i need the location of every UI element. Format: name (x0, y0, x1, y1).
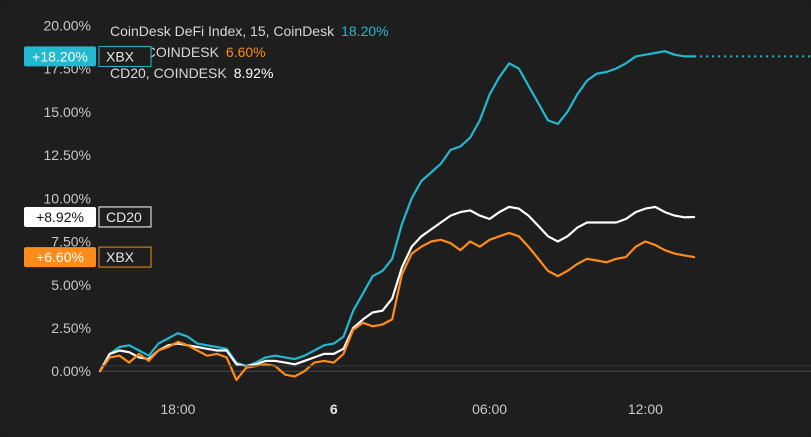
legend-entry: CoinDesk DeFi Index, 15, CoinDesk 18.20% (110, 23, 389, 39)
value-tags: +18.20% XBX +8.92% CD20 +6.60% XBX (24, 45, 152, 268)
y-tick-label: 0.00% (51, 363, 91, 379)
x-tick-label: 12:00 (628, 401, 663, 417)
value-tag-badge (24, 206, 96, 227)
x-axis: 18:00 6 06:00 12:00 (100, 365, 811, 417)
y-tick-label: 5.00% (51, 277, 91, 293)
value-tag-label: +6.60% (36, 249, 84, 265)
series-line-cd20 (98, 205, 696, 373)
y-tick-label: 20.00% (44, 17, 91, 33)
y-tick-label: 12.50% (44, 147, 91, 163)
legend-entry: CD20, COINDESK 8.92% (110, 65, 273, 81)
value-tag: +18.20% XBX (24, 45, 152, 67)
legend-entry-value: 18.20% (341, 23, 388, 39)
value-tag: +8.92% CD20 (24, 206, 152, 228)
value-tag-badge (24, 247, 96, 268)
legend-entry-name: CoinDesk DeFi Index, 15, CoinDesk (110, 23, 335, 39)
x-tick-label: 06:00 (472, 401, 507, 417)
value-tag-label: +18.20% (32, 48, 88, 64)
value-tag-name: XBX (106, 249, 135, 265)
value-tag-name-box (98, 45, 152, 67)
y-axis: 20.00%17.50%15.00%12.50%10.00%7.50%5.00%… (44, 17, 91, 379)
value-tag-label: +8.92% (36, 209, 84, 225)
y-tick-label: 7.50% (51, 234, 91, 250)
value-tag-name-box (98, 246, 152, 268)
legend: CoinDesk DeFi Index, 15, CoinDesk 18.20%X… (110, 23, 389, 81)
y-tick-label: 15.00% (44, 104, 91, 120)
value-tag: +6.60% XBX (24, 246, 152, 268)
series-lines (98, 50, 811, 381)
x-tick-label: 6 (330, 401, 338, 417)
legend-entry-value: 8.92% (234, 65, 274, 81)
value-tag-badge (24, 46, 96, 67)
series-line-coindesk-defi-index (98, 50, 696, 373)
value-tag-name: XBX (106, 48, 135, 64)
legend-entry-name: CD20, COINDESK (110, 65, 227, 81)
value-tag-name-box (98, 206, 152, 228)
series-line-xbx (98, 231, 696, 381)
x-tick-label: 18:00 (160, 401, 195, 417)
legend-entry-value: 6.60% (226, 44, 266, 60)
y-tick-label: 2.50% (51, 320, 91, 336)
value-tag-name: CD20 (106, 209, 142, 225)
y-tick-label: 10.00% (44, 190, 91, 206)
